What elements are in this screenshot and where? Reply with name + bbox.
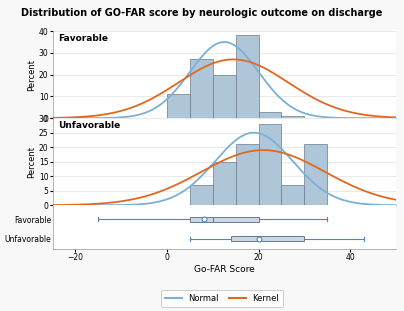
Text: Unfavorable: Unfavorable: [58, 121, 120, 130]
Bar: [282, 116, 304, 118]
Bar: [282, 185, 304, 205]
Legend: Normal, Kernel: Normal, Kernel: [161, 290, 283, 307]
Bar: [231, 236, 304, 241]
Bar: [190, 185, 213, 205]
Bar: [213, 162, 236, 205]
Y-axis label: Percent: Percent: [27, 59, 36, 91]
Bar: [167, 94, 190, 118]
Bar: [213, 75, 236, 118]
Bar: [304, 144, 327, 205]
Bar: [259, 124, 282, 205]
X-axis label: Go-FAR Score: Go-FAR Score: [194, 265, 255, 274]
Bar: [236, 144, 259, 205]
Text: Distribution of GO-FAR score by neurologic outcome on discharge: Distribution of GO-FAR score by neurolog…: [21, 8, 383, 18]
Bar: [236, 35, 259, 118]
Y-axis label: Percent: Percent: [27, 146, 36, 178]
Bar: [190, 216, 259, 222]
Bar: [190, 59, 213, 118]
Text: Favorable: Favorable: [58, 34, 108, 43]
Bar: [259, 112, 282, 118]
Y-axis label: Outcome: Outcome: [0, 208, 2, 246]
